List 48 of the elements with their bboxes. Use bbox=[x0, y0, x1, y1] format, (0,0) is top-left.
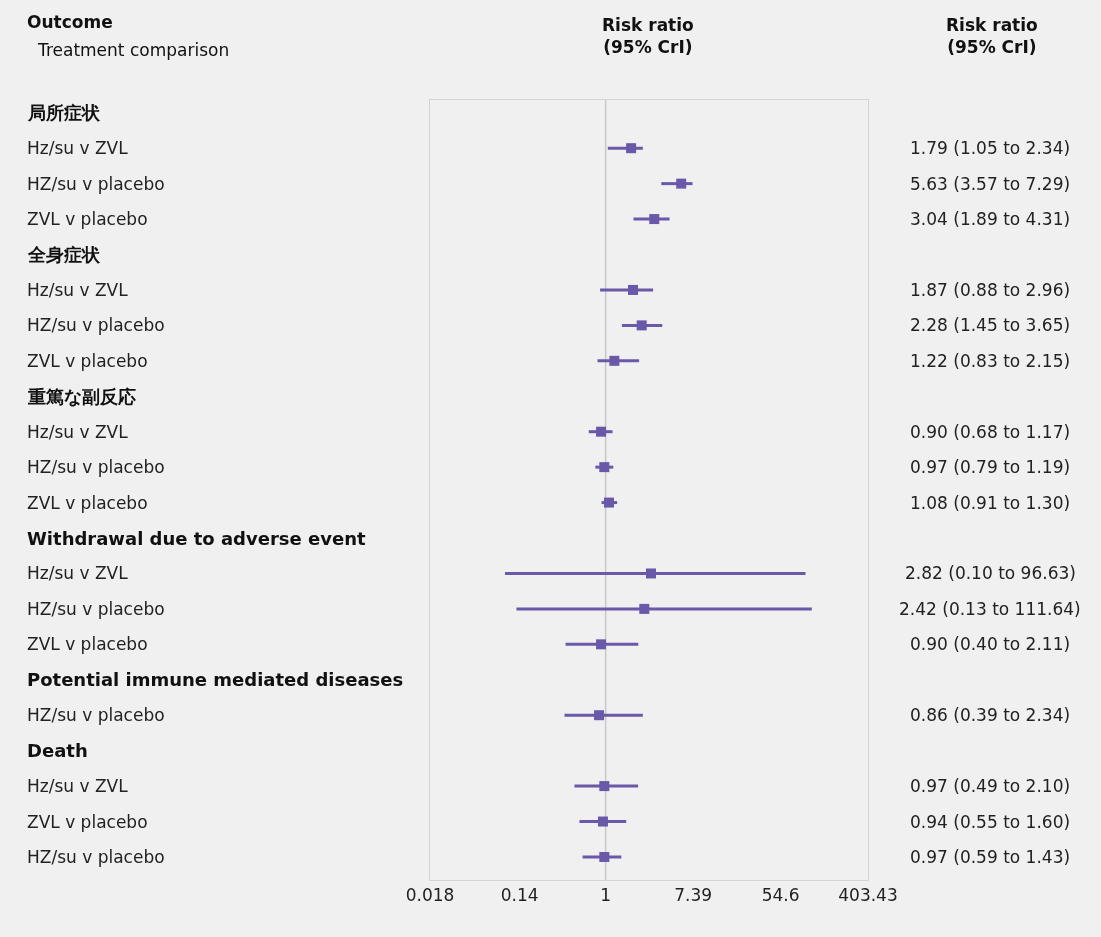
text: Risk ratio (95% CrI) bbox=[602, 15, 694, 58]
data-label: 2.42 (0.13 to 111.64) bbox=[899, 599, 1081, 619]
data-label: 0.97 (0.49 to 2.10) bbox=[910, 776, 1071, 796]
y-tick-label: HZ/su v placebo bbox=[27, 174, 165, 194]
data-label: 0.90 (0.68 to 1.17) bbox=[910, 422, 1071, 442]
y-tick-label: Hz/su v ZVL bbox=[27, 776, 129, 796]
x-tick-label: 1 bbox=[600, 885, 612, 906]
x-tick-label: 0.14 bbox=[500, 885, 539, 906]
y-tick-label: Hz/su v ZVL bbox=[27, 563, 129, 583]
y-tick-label: ZVL v placebo bbox=[27, 351, 148, 371]
y-tick-label: HZ/su v placebo bbox=[27, 847, 165, 867]
x-tick-label: 403.43 bbox=[838, 885, 898, 906]
y-tick-label: 重篤な副反応 bbox=[27, 386, 136, 407]
data-label: 1.08 (0.91 to 1.30) bbox=[910, 493, 1071, 513]
y-tick-label: ZVL v placebo bbox=[27, 209, 148, 229]
data-label: 2.82 (0.10 to 96.63) bbox=[905, 563, 1076, 583]
y-tick-label: 全身症状 bbox=[27, 244, 101, 265]
y-tick-label: Hz/su v ZVL bbox=[27, 280, 129, 300]
y-tick-label: Hz/su v ZVL bbox=[27, 138, 129, 158]
data-label: 0.97 (0.59 to 1.43) bbox=[910, 847, 1071, 867]
y-tick-label: HZ/su v placebo bbox=[27, 705, 165, 725]
data-label: 0.90 (0.40 to 2.11) bbox=[910, 634, 1071, 654]
x-tick-label: 7.39 bbox=[674, 885, 713, 906]
data-label: 0.94 (0.55 to 1.60) bbox=[910, 812, 1071, 832]
y-tick-label: HZ/su v placebo bbox=[27, 315, 165, 335]
text: Risk ratio (95% CrI) bbox=[946, 15, 1038, 58]
data-label: 0.97 (0.79 to 1.19) bbox=[910, 457, 1071, 477]
y-tick-label: Hz/su v ZVL bbox=[27, 422, 129, 442]
y-tick-label: HZ/su v placebo bbox=[27, 599, 165, 619]
data-label: 1.22 (0.83 to 2.15) bbox=[910, 351, 1071, 371]
x-tick-label: 54.6 bbox=[761, 885, 800, 906]
y-tick-label: Withdrawal due to adverse event bbox=[27, 528, 366, 549]
y-tick-label: 局所症状 bbox=[27, 102, 101, 123]
data-label: 1.87 (0.88 to 2.96) bbox=[910, 280, 1071, 300]
y-tick-label: ZVL v placebo bbox=[27, 634, 148, 654]
x-tick-label: 0.018 bbox=[405, 885, 455, 906]
y-tick-label: ZVL v placebo bbox=[27, 493, 148, 513]
y-tick-label: Death bbox=[27, 740, 88, 761]
data-label: 0.86 (0.39 to 2.34) bbox=[910, 705, 1071, 725]
text: Treatment comparison bbox=[37, 40, 230, 60]
y-tick-label: HZ/su v placebo bbox=[27, 457, 165, 477]
y-tick-label: ZVL v placebo bbox=[27, 812, 148, 832]
data-label: 2.28 (1.45 to 3.65) bbox=[910, 315, 1071, 335]
data-label: 5.63 (3.57 to 7.29) bbox=[910, 174, 1071, 194]
data-label: 3.04 (1.89 to 4.31) bbox=[910, 209, 1071, 229]
text: Outcome bbox=[27, 12, 113, 32]
data-label: 1.79 (1.05 to 2.34) bbox=[910, 138, 1071, 158]
y-tick-label: Potential immune mediated diseases bbox=[27, 669, 404, 690]
